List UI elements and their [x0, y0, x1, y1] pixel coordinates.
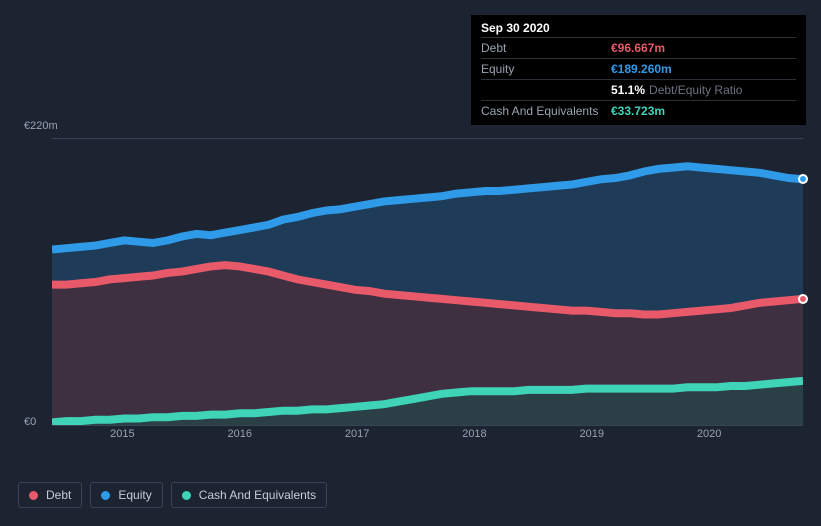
x-axis-label: 2017	[345, 428, 369, 440]
tooltip-row-label	[481, 80, 611, 101]
tooltip-row-suffix: Debt/Equity Ratio	[649, 83, 742, 97]
tooltip-row: Cash And Equivalents€33.723m	[481, 101, 796, 122]
chart-svg	[52, 139, 803, 425]
legend-label: Debt	[46, 488, 71, 502]
tooltip-row-label: Debt	[481, 38, 611, 59]
x-axis-label: 2018	[462, 428, 486, 440]
x-axis-label: 2015	[110, 428, 134, 440]
x-axis-label: 2020	[697, 428, 721, 440]
x-axis-label: 2016	[228, 428, 252, 440]
legend-dot-icon	[101, 491, 110, 500]
x-axis-label: 2019	[580, 428, 604, 440]
legend-item[interactable]: Debt	[18, 482, 82, 508]
y-axis-top-label: €220m	[24, 120, 58, 132]
x-axis: 2015 2016 2017 2018 2019 2020	[52, 428, 803, 448]
tooltip-row-value: €189.260m	[611, 59, 796, 80]
legend-dot-icon	[29, 491, 38, 500]
tooltip-row: Equity€189.260m	[481, 59, 796, 80]
tooltip-date: Sep 30 2020	[481, 21, 796, 35]
legend-label: Equity	[118, 488, 151, 502]
tooltip-row-value: 51.1%Debt/Equity Ratio	[611, 80, 796, 101]
legend-dot-icon	[182, 491, 191, 500]
series-end-marker	[798, 174, 808, 184]
tooltip-row-value: €96.667m	[611, 38, 796, 59]
tooltip-table: Debt€96.667mEquity€189.260m51.1%Debt/Equ…	[481, 37, 796, 121]
tooltip-row: 51.1%Debt/Equity Ratio	[481, 80, 796, 101]
series-end-marker	[798, 294, 808, 304]
chart-plot[interactable]	[52, 138, 803, 426]
tooltip-row: Debt€96.667m	[481, 38, 796, 59]
chart-container: €220m €0 2015 2016 2017 2018 2019 2020	[18, 120, 803, 466]
chart-legend: Debt Equity Cash And Equivalents	[18, 482, 327, 508]
tooltip-row-label: Cash And Equivalents	[481, 101, 611, 122]
legend-label: Cash And Equivalents	[199, 488, 316, 502]
tooltip-row-value: €33.723m	[611, 101, 796, 122]
y-axis-bottom-label: €0	[24, 416, 36, 428]
chart-tooltip: Sep 30 2020 Debt€96.667mEquity€189.260m5…	[471, 15, 806, 125]
legend-item[interactable]: Cash And Equivalents	[171, 482, 327, 508]
legend-item[interactable]: Equity	[90, 482, 162, 508]
tooltip-row-label: Equity	[481, 59, 611, 80]
